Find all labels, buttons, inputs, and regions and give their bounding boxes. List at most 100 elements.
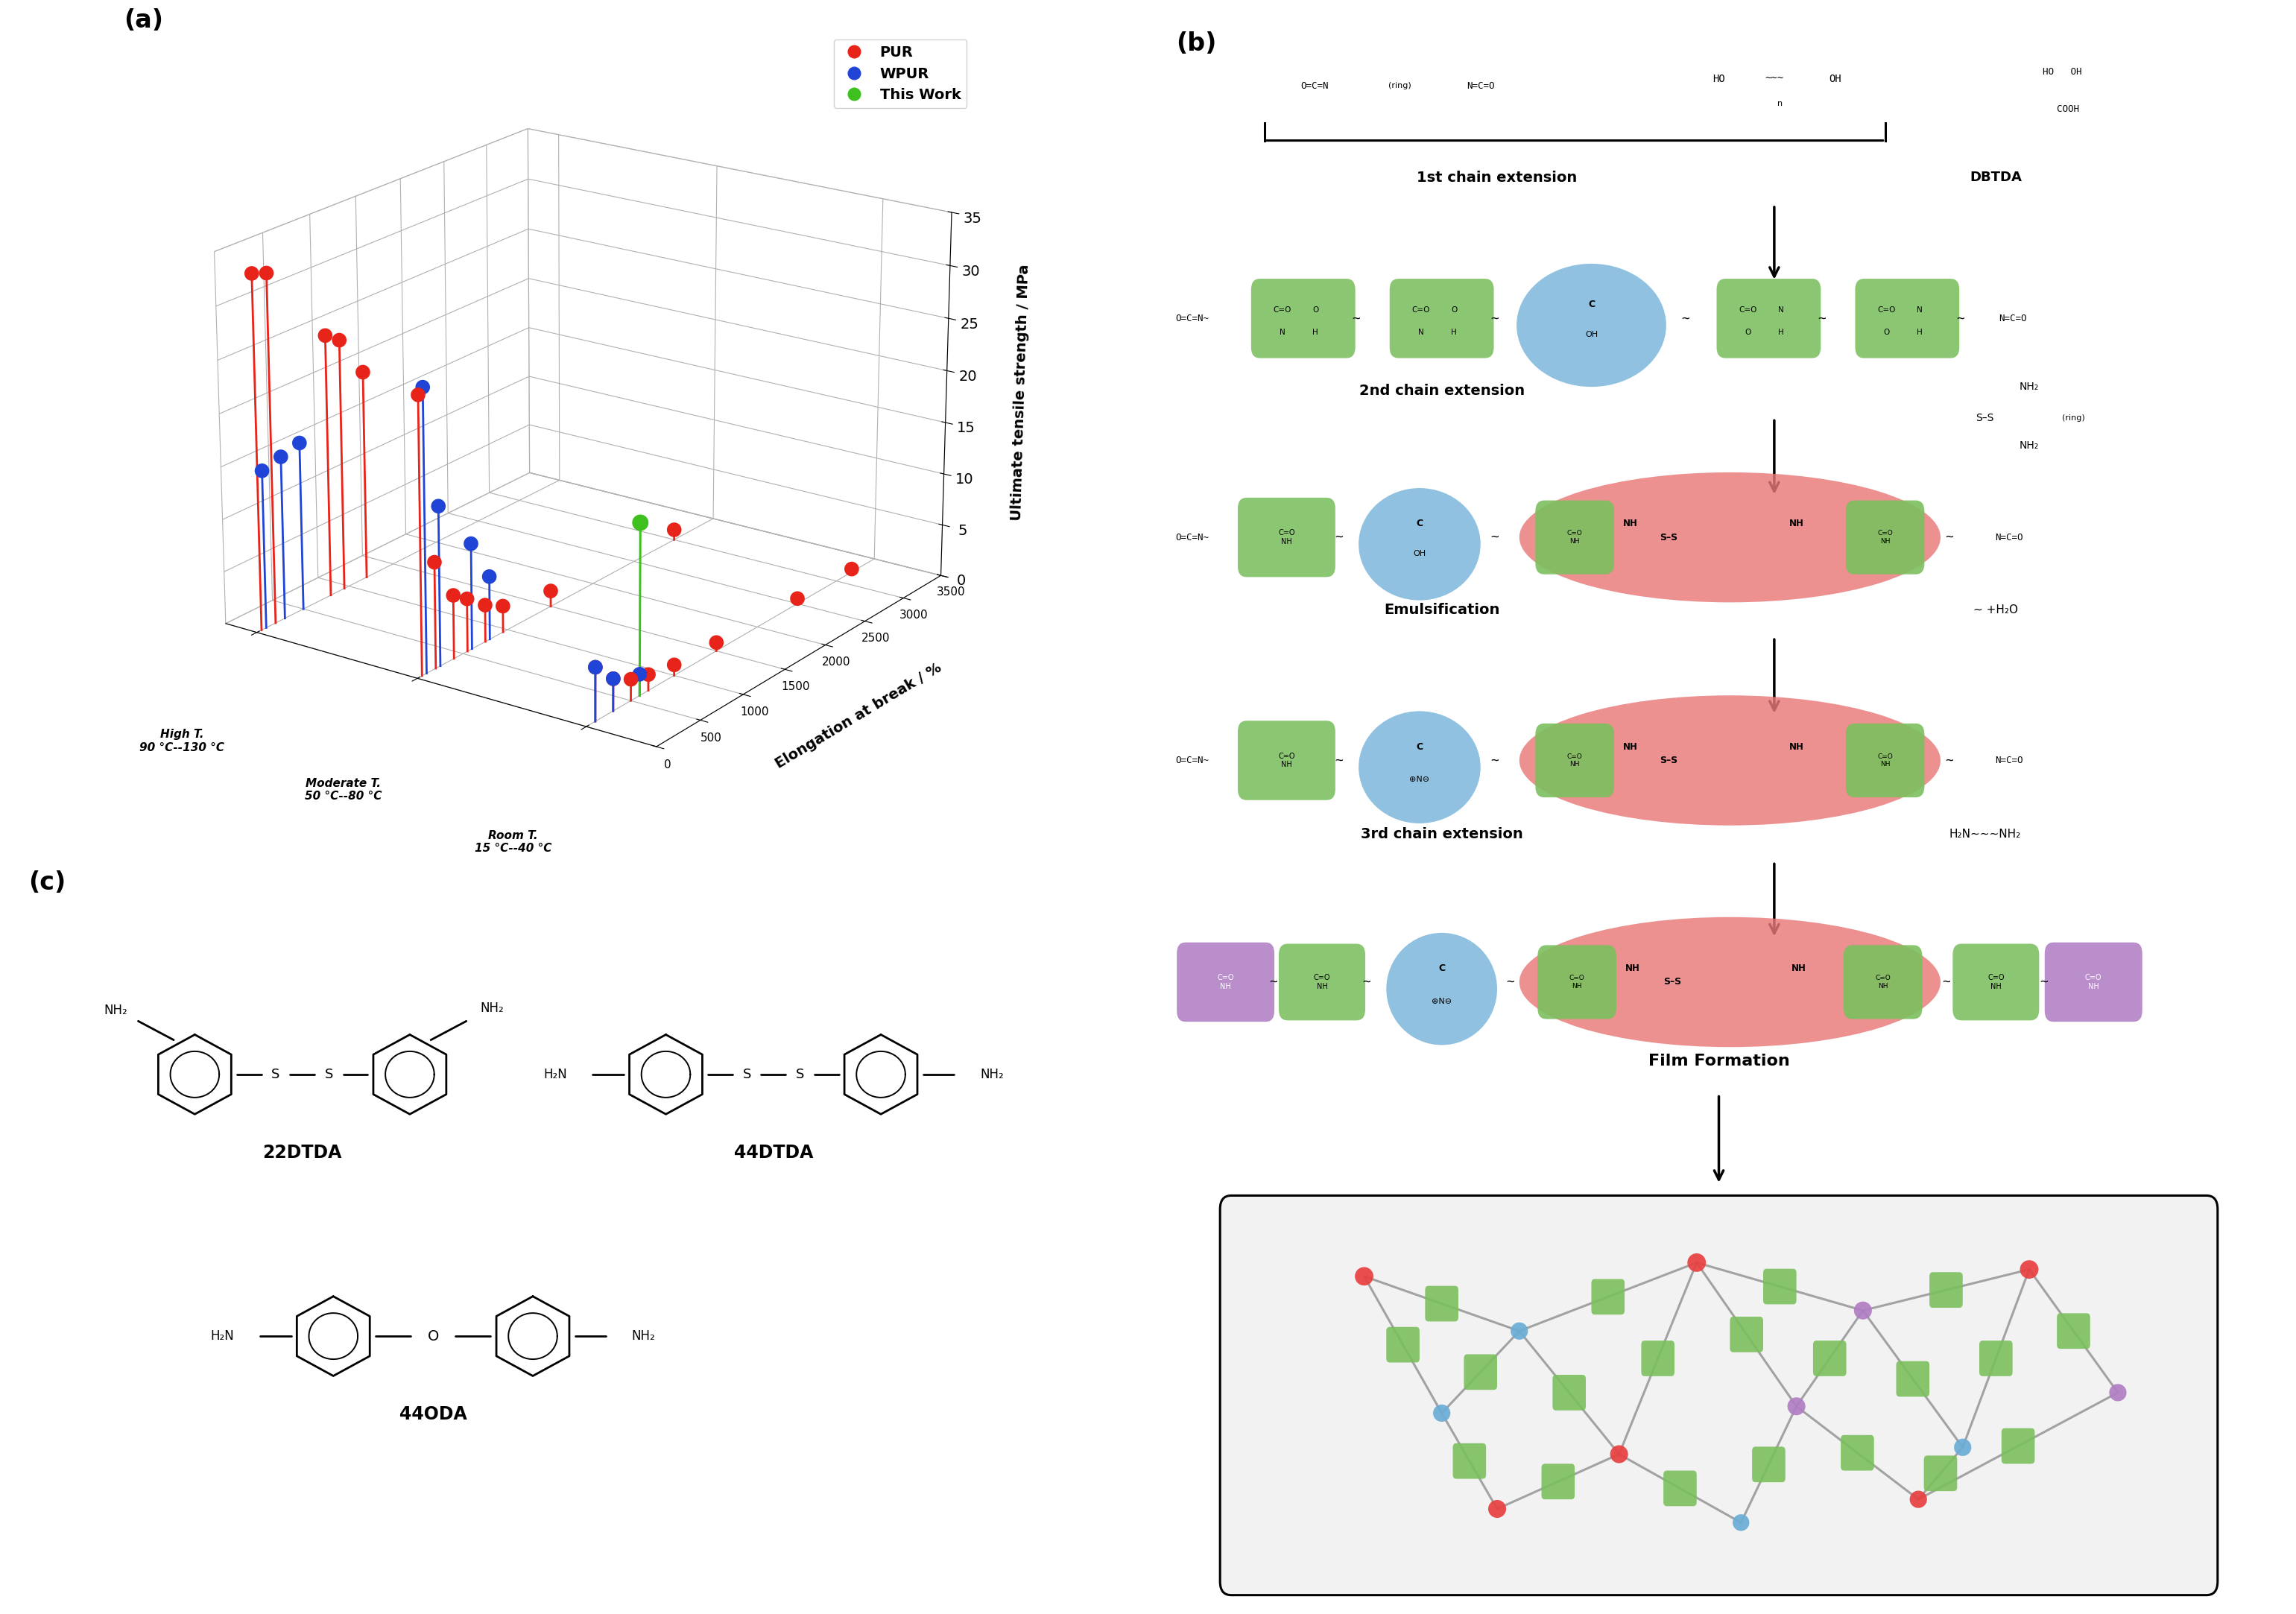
FancyBboxPatch shape xyxy=(1952,944,2039,1020)
Text: C=O
NH: C=O NH xyxy=(1568,975,1584,989)
Ellipse shape xyxy=(1359,487,1481,600)
FancyBboxPatch shape xyxy=(1465,1354,1497,1390)
FancyBboxPatch shape xyxy=(1453,1443,1486,1478)
Text: O=C=N~: O=C=N~ xyxy=(1176,313,1210,323)
FancyBboxPatch shape xyxy=(1662,1470,1697,1506)
Text: NH₂: NH₂ xyxy=(480,1002,503,1015)
Text: 44ODA: 44ODA xyxy=(400,1406,466,1424)
Text: ⊕N⊖: ⊕N⊖ xyxy=(1433,997,1451,1006)
Text: S: S xyxy=(271,1068,280,1081)
Text: C=O: C=O xyxy=(1738,307,1756,315)
FancyBboxPatch shape xyxy=(1844,946,1922,1018)
FancyBboxPatch shape xyxy=(1536,723,1614,797)
Text: O: O xyxy=(427,1328,439,1343)
Text: C: C xyxy=(1417,742,1424,752)
Text: O=C=N: O=C=N xyxy=(1300,81,1327,90)
Text: O: O xyxy=(1451,307,1458,315)
Text: H₂N: H₂N xyxy=(211,1330,234,1343)
Text: N: N xyxy=(1279,328,1286,336)
Text: H: H xyxy=(1917,328,1922,336)
Text: S: S xyxy=(742,1068,751,1081)
FancyBboxPatch shape xyxy=(1841,1435,1874,1470)
Text: 22DTDA: 22DTDA xyxy=(262,1144,342,1162)
Text: C=O: C=O xyxy=(1272,307,1290,315)
Text: C=O: C=O xyxy=(1878,307,1894,315)
Point xyxy=(2099,1380,2135,1406)
Text: ⊕N⊖: ⊕N⊖ xyxy=(1410,776,1430,783)
FancyBboxPatch shape xyxy=(1929,1272,1963,1307)
Text: H₂N~~~NH₂: H₂N~~~NH₂ xyxy=(1949,828,2020,839)
Text: NH: NH xyxy=(1789,518,1805,528)
Text: ~: ~ xyxy=(1956,312,1965,324)
Text: ~: ~ xyxy=(1334,754,1343,767)
Text: N: N xyxy=(1917,307,1922,315)
Ellipse shape xyxy=(1520,917,1940,1047)
Text: (c): (c) xyxy=(28,870,67,894)
Text: N: N xyxy=(1777,307,1784,315)
FancyBboxPatch shape xyxy=(1979,1341,2014,1377)
Ellipse shape xyxy=(1387,933,1497,1044)
Point xyxy=(1600,1441,1637,1467)
Text: C=O
NH: C=O NH xyxy=(1279,752,1295,768)
Text: O=C=N~: O=C=N~ xyxy=(1176,533,1210,542)
Text: ~: ~ xyxy=(1362,975,1371,989)
Text: C=O: C=O xyxy=(1412,307,1430,315)
Text: NH: NH xyxy=(1626,964,1639,973)
FancyBboxPatch shape xyxy=(1752,1446,1786,1482)
Text: ~: ~ xyxy=(1490,531,1499,544)
Text: (ring): (ring) xyxy=(1382,82,1412,89)
Text: S–S: S–S xyxy=(1660,533,1678,542)
Text: NH: NH xyxy=(1791,964,1807,973)
Text: ~: ~ xyxy=(1270,975,1277,989)
Y-axis label: Elongation at break / %: Elongation at break / % xyxy=(774,660,944,771)
FancyBboxPatch shape xyxy=(1591,1278,1626,1314)
Text: 3rd chain extension: 3rd chain extension xyxy=(1362,828,1522,841)
FancyBboxPatch shape xyxy=(1387,1327,1419,1362)
Text: H₂N: H₂N xyxy=(544,1068,567,1081)
Text: C=O
NH: C=O NH xyxy=(1876,975,1890,989)
Text: C=O
NH: C=O NH xyxy=(1217,973,1233,989)
Text: C: C xyxy=(1437,964,1444,973)
Text: ~: ~ xyxy=(2039,975,2048,989)
FancyBboxPatch shape xyxy=(1251,279,1355,358)
Text: ~: ~ xyxy=(1942,975,1949,989)
Text: ~: ~ xyxy=(1490,312,1499,324)
FancyBboxPatch shape xyxy=(1763,1269,1795,1304)
Text: C=O
NH: C=O NH xyxy=(2085,973,2101,989)
Text: n: n xyxy=(1777,100,1782,107)
Text: C=O
NH: C=O NH xyxy=(1878,529,1892,544)
Text: N: N xyxy=(1419,328,1424,336)
Text: ~: ~ xyxy=(1945,531,1954,544)
Ellipse shape xyxy=(1518,263,1667,387)
Text: HO   OH: HO OH xyxy=(2043,68,2082,77)
Text: H: H xyxy=(1451,328,1456,336)
Point xyxy=(1424,1401,1460,1427)
Text: COOH: COOH xyxy=(2046,105,2080,115)
Text: C=O
NH: C=O NH xyxy=(1878,754,1892,768)
Text: ~: ~ xyxy=(1506,975,1515,989)
Text: S–S: S–S xyxy=(1660,755,1678,765)
FancyBboxPatch shape xyxy=(1642,1341,1674,1377)
Text: O: O xyxy=(1313,307,1318,315)
Text: C=O
NH: C=O NH xyxy=(1566,754,1582,768)
Text: O: O xyxy=(1745,328,1752,336)
Ellipse shape xyxy=(1520,696,1940,825)
Text: ~ +H₂O: ~ +H₂O xyxy=(1975,604,2018,615)
FancyBboxPatch shape xyxy=(2046,943,2142,1022)
Text: C: C xyxy=(1417,518,1424,528)
FancyBboxPatch shape xyxy=(1279,944,1366,1020)
Text: NH₂: NH₂ xyxy=(103,1004,129,1017)
Legend: PUR, WPUR, This Work: PUR, WPUR, This Work xyxy=(833,40,967,108)
FancyBboxPatch shape xyxy=(1717,279,1821,358)
Text: H: H xyxy=(1777,328,1784,336)
Text: N=C=O: N=C=O xyxy=(1995,755,2023,765)
Text: O: O xyxy=(1883,328,1890,336)
Text: (ring): (ring) xyxy=(2062,415,2085,421)
Text: Film Formation: Film Formation xyxy=(1649,1054,1789,1068)
Text: S: S xyxy=(797,1068,804,1081)
FancyBboxPatch shape xyxy=(2057,1314,2089,1349)
Text: HO: HO xyxy=(1713,74,1724,84)
Point xyxy=(1678,1249,1715,1275)
Point xyxy=(1479,1496,1515,1522)
Ellipse shape xyxy=(1359,712,1481,823)
